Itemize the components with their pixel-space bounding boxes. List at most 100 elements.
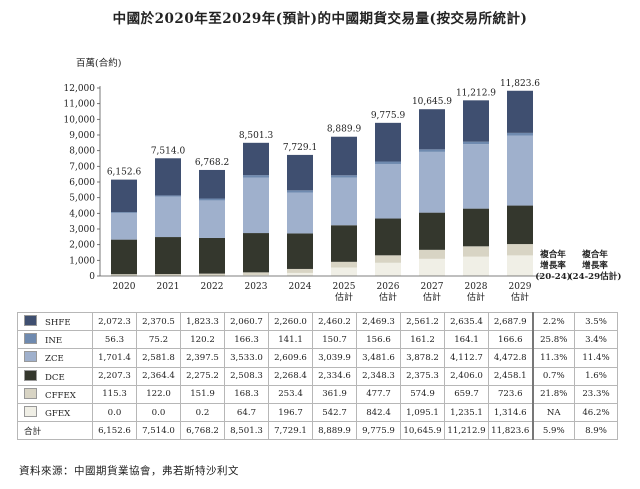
table-cell: 161.2 xyxy=(400,330,445,350)
x-tick-note: 估計 xyxy=(511,291,529,303)
y-tick-label: 2,000 xyxy=(69,241,95,251)
row-label: ZCE xyxy=(17,348,93,368)
x-tick-note: 估計 xyxy=(467,291,485,303)
y-tick-label: 0 xyxy=(89,272,95,282)
cagr-cell-2020-2024: 0.7% xyxy=(531,366,575,386)
bar-segment-shfe xyxy=(243,142,269,176)
table-cell: 156.6 xyxy=(356,330,401,350)
table-cell: 2,348.3 xyxy=(356,366,401,386)
y-tick-label: 12,000 xyxy=(64,84,96,94)
table-cell: 10,645.9 xyxy=(400,421,445,441)
table-cell: 6,768.2 xyxy=(180,421,225,441)
cagr-cell-2020-2024: 11.3% xyxy=(531,348,575,368)
table-cell: 75.2 xyxy=(136,330,181,350)
bar-segment-zce xyxy=(419,151,445,213)
table-cell: 1,701.4 xyxy=(92,348,137,368)
table-cell: 3,481.6 xyxy=(356,348,401,368)
bar-segment-dce xyxy=(155,237,181,275)
bar-segment-zce xyxy=(287,192,313,234)
y-tick-label: 7,000 xyxy=(69,162,95,172)
bar-total-label: 6,768.2 xyxy=(195,158,229,168)
cagr-cell-2024-2029: 1.6% xyxy=(574,366,618,386)
bar-segment-shfe xyxy=(419,109,445,150)
table-cell: 842.4 xyxy=(356,402,401,423)
cagr-header-2020-2024: (20-24) xyxy=(535,271,571,282)
table-cell: 477.7 xyxy=(356,384,401,404)
table-cell: 164.1 xyxy=(444,330,489,350)
row-label: CFFEX xyxy=(17,384,93,404)
cagr-header-2024-2029: 增長率 xyxy=(582,259,608,271)
bar-segment-ine xyxy=(375,161,401,164)
table-cell: 3,878.2 xyxy=(400,348,445,368)
table-cell: 151.9 xyxy=(180,384,225,404)
bar-segment-ine xyxy=(155,195,181,197)
table-cell: 150.7 xyxy=(312,330,357,350)
x-tick-label: 2022 xyxy=(201,282,224,292)
bar-segment-gfex xyxy=(331,267,357,276)
chart-title: 中國於2020年至2029年(預計)的中國期貨交易量(按交易所統計) xyxy=(112,11,528,27)
cagr-cell-2024-2029: 8.9% xyxy=(574,421,618,441)
bar-segment-cffex xyxy=(507,244,533,256)
bar-segment-dce xyxy=(507,205,533,245)
x-tick-note: 估計 xyxy=(423,291,441,303)
y-axis: 0 1,000 2,000 3,000 4,000 5,000 6,000 7,000 8,00… xyxy=(64,84,101,282)
bar-segment-shfe xyxy=(331,136,357,176)
legend-swatch xyxy=(24,351,37,363)
bar-total-label: 8,889.9 xyxy=(327,125,362,135)
table-cell: 2,207.3 xyxy=(92,366,137,386)
table-cell: 2,508.3 xyxy=(224,366,269,386)
table-cell: 7,514.0 xyxy=(136,421,181,441)
y-axis-label: 百萬(合約) xyxy=(76,57,121,69)
x-tick-note: 估計 xyxy=(379,291,397,303)
table-cell: 166.6 xyxy=(488,330,533,350)
table-cell: 1,235.1 xyxy=(444,402,489,423)
table-cell: 2,406.0 xyxy=(444,366,489,386)
bar-segment-ine xyxy=(507,132,533,136)
table-cell: 1,314.6 xyxy=(488,402,533,423)
bar-segment-dce xyxy=(463,208,489,247)
bar-segment-gfex xyxy=(419,258,445,276)
table-cell: 2,375.3 xyxy=(400,366,445,386)
table-cell: 723.6 xyxy=(488,384,533,404)
table-cell: 1,823.3 xyxy=(180,311,225,332)
table-cell: 120.2 xyxy=(180,330,225,350)
table-cell: 4,112.7 xyxy=(444,348,489,368)
bar-segment-dce xyxy=(331,225,357,262)
table-cell: 2,334.6 xyxy=(312,366,357,386)
bar-total-label: 7,514.0 xyxy=(151,146,186,156)
y-tick-label: 1,000 xyxy=(69,256,95,266)
table-cell: 2,581.8 xyxy=(136,348,181,368)
table-cell: 2,458.1 xyxy=(488,366,533,386)
table-cell: 361.9 xyxy=(312,384,357,404)
bar-segment-cffex xyxy=(199,273,225,276)
table-row: CFFEX 115.3 122.0 151.9 168.3 253.4 361.9 477.7… xyxy=(17,384,618,404)
row-name: 合計 xyxy=(24,426,42,437)
table-cell: 3,533.0 xyxy=(224,348,269,368)
x-tick-label: 2028 xyxy=(465,282,488,292)
legend-swatch xyxy=(24,369,37,381)
table-cell: 2,635.4 xyxy=(444,311,489,332)
bar-segment-dce xyxy=(287,233,313,269)
legend-swatch xyxy=(24,333,37,345)
x-tick-label: 2024 xyxy=(289,282,312,292)
table-cell: 2,460.2 xyxy=(312,311,357,332)
bar-segment-gfex xyxy=(507,255,533,276)
cagr-cell-2024-2029: 3.4% xyxy=(574,330,618,350)
table-cell: 166.3 xyxy=(224,330,269,350)
bar-total-label: 8,501.3 xyxy=(239,131,274,141)
row-name: GFEX xyxy=(45,409,71,420)
row-label: 合計 xyxy=(17,421,93,441)
bar-segment-shfe xyxy=(375,122,401,162)
cagr-cell-2024-2029: 23.3% xyxy=(574,384,618,404)
y-tick-label: 11,000 xyxy=(64,100,96,110)
bar-segment-zce xyxy=(111,212,137,240)
table-row: INE 56.3 75.2 120.2 166.3 141.1 150.7 156.6 161.… xyxy=(17,330,618,350)
bar-segment-cffex xyxy=(243,272,269,275)
y-tick-label: 6,000 xyxy=(69,178,95,188)
y-tick-label: 10,000 xyxy=(64,115,96,125)
row-name: SHFE xyxy=(45,318,71,329)
bar-segment-cffex xyxy=(463,246,489,257)
stacked-bar-chart: 百萬(合約) 0 1,000 2,000 3,000 4,000 5,000 6,000 7,… xyxy=(64,57,622,303)
table-cell: 2,060.7 xyxy=(224,311,269,332)
